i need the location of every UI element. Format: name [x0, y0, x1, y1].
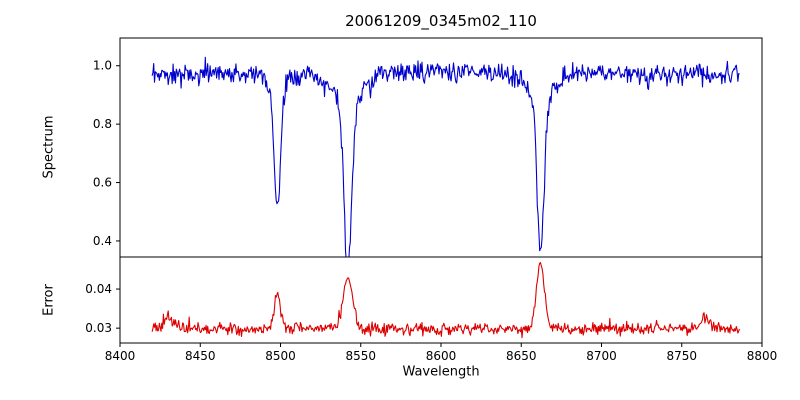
spectrum-line: [151, 56, 740, 257]
error-y-tick-label: 0.04: [85, 282, 112, 296]
x-tick-label: 8500: [265, 349, 296, 363]
x-tick-label: 8600: [426, 349, 457, 363]
x-tick-label: 8550: [345, 349, 376, 363]
x-tick-label: 8450: [185, 349, 216, 363]
x-tick-label: 8650: [506, 349, 537, 363]
spectrum-y-tick-label: 1.0: [93, 59, 112, 73]
x-tick-label: 8400: [105, 349, 136, 363]
spectrum-y-tick-label: 0.4: [93, 234, 112, 248]
x-tick-label: 8750: [666, 349, 697, 363]
x-tick-label: 8800: [747, 349, 778, 363]
spectrum-y-tick-label: 0.6: [93, 176, 112, 190]
chart-title: 20061209_0345m02_110: [345, 12, 537, 30]
x-tick-label: 8700: [586, 349, 617, 363]
error-y-tick-label: 0.03: [85, 321, 112, 335]
error-line: [151, 262, 741, 339]
x-axis-label: Wavelength: [402, 364, 480, 380]
spectrum-y-tick-label: 0.8: [93, 117, 112, 131]
